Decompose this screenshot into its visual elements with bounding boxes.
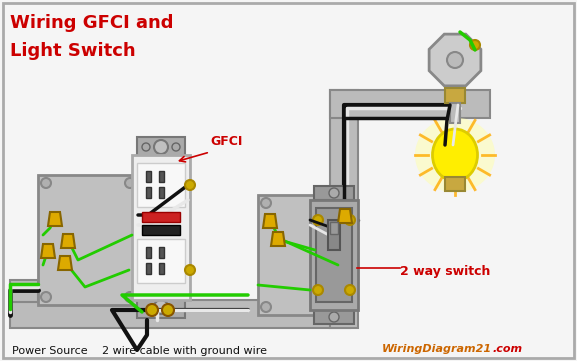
Text: Light Switch: Light Switch	[10, 42, 136, 60]
Bar	[330, 90, 358, 328]
Circle shape	[172, 143, 180, 151]
Bar	[159, 247, 164, 258]
Bar	[258, 195, 343, 315]
Circle shape	[125, 178, 135, 188]
Bar	[137, 163, 185, 207]
Bar	[142, 212, 180, 222]
Bar	[314, 310, 354, 324]
Circle shape	[162, 304, 174, 316]
Circle shape	[185, 265, 195, 275]
Bar	[445, 177, 465, 191]
Polygon shape	[271, 232, 285, 246]
Bar	[445, 88, 465, 103]
Polygon shape	[48, 212, 62, 226]
Bar	[328, 220, 340, 250]
Bar	[330, 222, 338, 234]
Bar	[132, 155, 190, 300]
Bar	[314, 186, 354, 200]
Circle shape	[330, 198, 340, 208]
Circle shape	[261, 302, 271, 312]
Circle shape	[154, 300, 168, 314]
Circle shape	[185, 180, 195, 190]
Circle shape	[154, 140, 168, 154]
Polygon shape	[41, 244, 55, 258]
Bar	[137, 137, 185, 159]
Polygon shape	[338, 209, 352, 223]
Circle shape	[345, 215, 355, 225]
Bar	[137, 239, 185, 283]
Circle shape	[330, 302, 340, 312]
Circle shape	[470, 40, 480, 50]
Circle shape	[313, 215, 323, 225]
Bar	[310, 200, 358, 310]
Circle shape	[329, 188, 339, 198]
Text: WiringDiagram21: WiringDiagram21	[382, 344, 492, 354]
Bar	[159, 263, 164, 274]
Bar	[10, 280, 38, 302]
Text: Wiring GFCI and: Wiring GFCI and	[10, 14, 174, 32]
Bar	[38, 175, 138, 305]
Circle shape	[345, 285, 355, 295]
Polygon shape	[58, 256, 72, 270]
Bar	[146, 187, 151, 198]
Bar	[316, 208, 352, 302]
Circle shape	[125, 292, 135, 302]
Polygon shape	[61, 234, 75, 248]
Bar	[330, 90, 490, 118]
Circle shape	[329, 312, 339, 322]
Ellipse shape	[415, 117, 495, 192]
Circle shape	[142, 143, 150, 151]
Ellipse shape	[433, 129, 478, 181]
Polygon shape	[263, 214, 277, 228]
Text: .com: .com	[492, 344, 522, 354]
Bar	[146, 263, 151, 274]
Text: GFCI: GFCI	[210, 135, 242, 148]
Bar	[142, 225, 180, 235]
Polygon shape	[429, 34, 481, 86]
Bar	[450, 103, 460, 123]
Bar	[10, 300, 350, 328]
Bar	[159, 187, 164, 198]
Circle shape	[41, 292, 51, 302]
Circle shape	[447, 52, 463, 68]
Text: 2 wire cable with ground wire: 2 wire cable with ground wire	[103, 346, 268, 356]
Text: Power Source: Power Source	[12, 346, 88, 356]
Circle shape	[313, 285, 323, 295]
Bar	[146, 171, 151, 182]
Bar	[159, 171, 164, 182]
Bar	[137, 296, 185, 318]
Circle shape	[41, 178, 51, 188]
Circle shape	[261, 198, 271, 208]
Text: 2 way switch: 2 way switch	[400, 265, 490, 278]
Circle shape	[146, 304, 158, 316]
Bar	[146, 247, 151, 258]
